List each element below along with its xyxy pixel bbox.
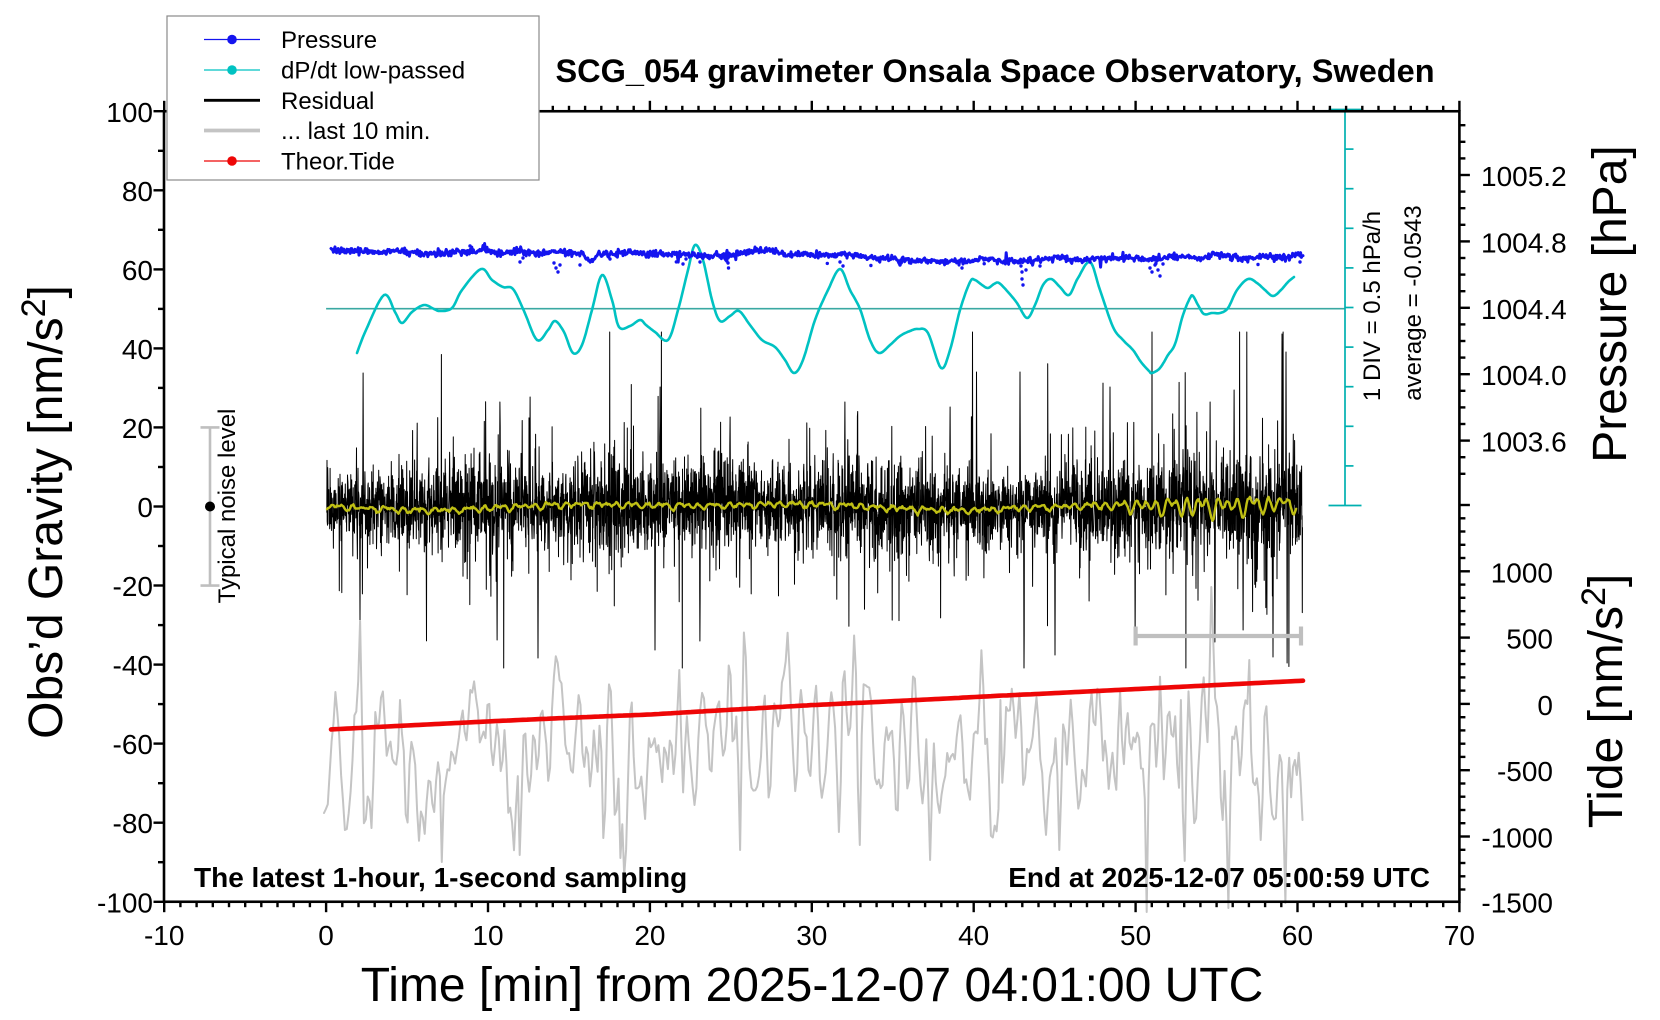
svg-text:Residual: Residual [281, 88, 374, 115]
svg-text:... last 10 min.: ... last 10 min. [281, 118, 430, 145]
svg-text:1004.8: 1004.8 [1481, 227, 1567, 258]
svg-text:60: 60 [1282, 920, 1313, 951]
svg-text:The latest 1-hour, 1-second sa: The latest 1-hour, 1-second sampling [194, 862, 687, 893]
svg-text:0: 0 [1537, 690, 1553, 721]
svg-text:Pressure: Pressure [281, 27, 377, 54]
svg-text:1003.6: 1003.6 [1481, 427, 1567, 458]
svg-text:-100: -100 [97, 887, 153, 918]
svg-text:average = -0.0543: average = -0.0543 [1400, 205, 1427, 400]
svg-text:40: 40 [122, 334, 153, 365]
svg-text:50: 50 [1120, 920, 1151, 951]
svg-text:-10: -10 [144, 920, 184, 951]
svg-text:0: 0 [318, 920, 334, 951]
svg-text:0: 0 [137, 492, 153, 523]
svg-text:30: 30 [796, 920, 827, 951]
svg-text:-80: -80 [113, 808, 153, 839]
svg-text:40: 40 [958, 920, 989, 951]
svg-text:1000: 1000 [1491, 557, 1553, 588]
svg-text:60: 60 [122, 255, 153, 286]
svg-text:70: 70 [1444, 920, 1475, 951]
svg-text:SCG_054 gravimeter Onsala Spac: SCG_054 gravimeter Onsala Space Observat… [555, 53, 1434, 89]
svg-text:Tide [nm/s2]: Tide [nm/s2] [1575, 574, 1633, 829]
svg-text:20: 20 [122, 413, 153, 444]
svg-text:1004.0: 1004.0 [1481, 360, 1567, 391]
svg-text:-60: -60 [113, 729, 153, 760]
svg-text:-20: -20 [113, 571, 153, 602]
svg-text:Pressure [hPa]: Pressure [hPa] [1584, 145, 1637, 462]
svg-text:10: 10 [472, 920, 503, 951]
svg-text:500: 500 [1506, 624, 1553, 655]
svg-text:Obs’d Gravity [nm/s2]: Obs’d Gravity [nm/s2] [15, 285, 73, 739]
svg-text:80: 80 [122, 176, 153, 207]
svg-text:Typical noise level: Typical noise level [214, 409, 241, 604]
svg-text:-40: -40 [113, 650, 153, 681]
svg-text:1005.2: 1005.2 [1481, 161, 1567, 192]
svg-text:1004.4: 1004.4 [1481, 294, 1567, 325]
svg-text:Time [min] from 2025-12-07 04:: Time [min] from 2025-12-07 04:01:00 UTC [361, 959, 1264, 1012]
svg-text:-500: -500 [1497, 756, 1553, 787]
svg-text:dP/dt low-passed: dP/dt low-passed [281, 58, 465, 85]
svg-text:Theor.Tide: Theor.Tide [281, 149, 395, 176]
svg-text:1 DIV = 0.5 hPa/h: 1 DIV = 0.5 hPa/h [1359, 211, 1386, 401]
svg-text:-1500: -1500 [1481, 888, 1553, 919]
svg-text:100: 100 [106, 97, 153, 128]
svg-text:-1000: -1000 [1481, 823, 1553, 854]
svg-text:End at 2025-12-07 05:00:59 UTC: End at 2025-12-07 05:00:59 UTC [1008, 862, 1430, 893]
svg-text:20: 20 [634, 920, 665, 951]
